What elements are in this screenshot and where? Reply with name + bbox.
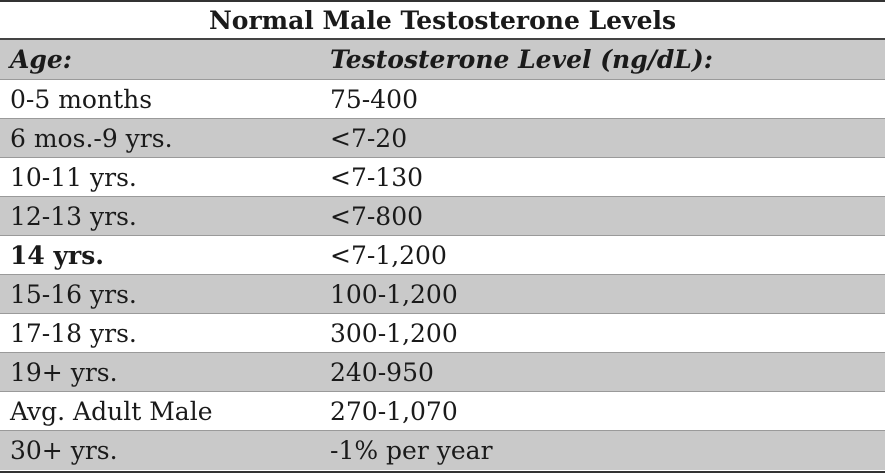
level-cell: <7-800 <box>330 201 424 231</box>
age-cell: 15-16 yrs. <box>10 279 137 309</box>
age-cell: 17-18 yrs. <box>10 318 137 348</box>
header-age: Age: <box>10 45 73 74</box>
table-row: 10-11 yrs. <7-130 <box>0 158 885 197</box>
table-title: Normal Male Testosterone Levels <box>0 2 885 40</box>
age-cell: 10-11 yrs. <box>10 162 137 192</box>
table-row: Avg. Adult Male 270-1,070 <box>0 392 885 431</box>
age-cell: 12-13 yrs. <box>10 201 137 231</box>
table-row: 12-13 yrs. <7-800 <box>0 197 885 236</box>
table-row: 17-18 yrs. 300-1,200 <box>0 314 885 353</box>
age-cell: Avg. Adult Male <box>10 396 213 426</box>
age-cell: 19+ yrs. <box>10 357 118 387</box>
level-cell: 100-1,200 <box>330 279 458 309</box>
table-row: 14 yrs. <7-1,200 <box>0 236 885 275</box>
table-row: 30+ yrs. -1% per year <box>0 431 885 470</box>
level-cell: 270-1,070 <box>330 396 458 426</box>
level-cell: <7-1,200 <box>330 240 447 270</box>
level-cell: -1% per year <box>330 436 493 465</box>
header-level: Testosterone Level (ng/dL): <box>330 45 713 74</box>
level-cell: 300-1,200 <box>330 318 458 348</box>
table-row: 6 mos.-9 yrs. <7-20 <box>0 119 885 158</box>
age-cell: 30+ yrs. <box>10 436 118 465</box>
table-row: 0-5 months 75-400 <box>0 80 885 119</box>
level-cell: <7-130 <box>330 162 424 192</box>
age-cell: 14 yrs. <box>10 240 104 270</box>
level-cell: 240-950 <box>330 357 434 387</box>
age-cell: 0-5 months <box>10 84 153 114</box>
table-header-row: Age: Testosterone Level (ng/dL): <box>0 40 885 80</box>
table-row: 19+ yrs. 240-950 <box>0 353 885 392</box>
level-cell: 75-400 <box>330 84 418 114</box>
age-cell: 6 mos.-9 yrs. <box>10 123 173 153</box>
table-row: 15-16 yrs. 100-1,200 <box>0 275 885 314</box>
level-cell: <7-20 <box>330 123 408 153</box>
